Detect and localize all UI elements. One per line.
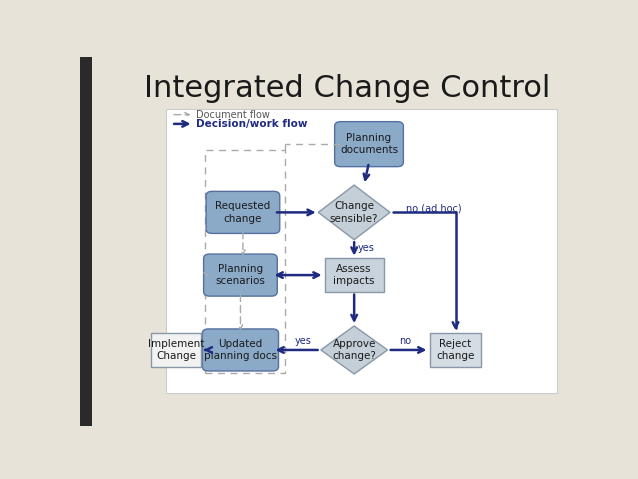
Polygon shape [318,185,390,240]
FancyBboxPatch shape [80,57,92,426]
Text: Assess
impacts: Assess impacts [334,264,375,286]
FancyArrowPatch shape [277,210,313,215]
Text: Requested
change: Requested change [215,201,271,224]
FancyArrowPatch shape [364,165,369,180]
FancyArrowPatch shape [241,232,245,254]
Text: Planning
scenarios: Planning scenarios [216,264,265,286]
FancyBboxPatch shape [206,192,279,233]
Text: Reject
change: Reject change [436,339,475,361]
FancyArrowPatch shape [204,273,209,277]
FancyBboxPatch shape [167,109,557,393]
Bar [151,333,201,366]
Bar [429,333,482,366]
FancyBboxPatch shape [202,329,279,371]
FancyBboxPatch shape [335,122,403,167]
Text: Approve
change?: Approve change? [332,339,376,361]
FancyBboxPatch shape [204,254,278,296]
Text: Updated
planning docs: Updated planning docs [204,339,277,361]
Text: yes: yes [358,243,375,253]
Text: Change
sensible?: Change sensible? [330,201,378,224]
Text: Document flow: Document flow [196,110,270,120]
Text: no (ad hoc): no (ad hoc) [406,204,462,214]
FancyArrowPatch shape [390,347,424,353]
Polygon shape [321,326,387,374]
FancyArrowPatch shape [238,295,242,329]
Text: Planning
documents: Planning documents [340,133,398,155]
Bar [325,259,384,292]
Text: Decision/work flow: Decision/work flow [196,119,308,129]
FancyArrowPatch shape [278,347,318,353]
Text: Implement
Change: Implement Change [148,339,204,361]
FancyArrowPatch shape [352,242,357,253]
Text: Integrated Change Control: Integrated Change Control [144,74,550,103]
FancyArrowPatch shape [277,273,319,278]
FancyArrowPatch shape [205,347,212,353]
Text: yes: yes [295,336,312,346]
Text: no: no [399,336,411,346]
FancyArrowPatch shape [352,295,357,320]
Bar [205,150,285,373]
